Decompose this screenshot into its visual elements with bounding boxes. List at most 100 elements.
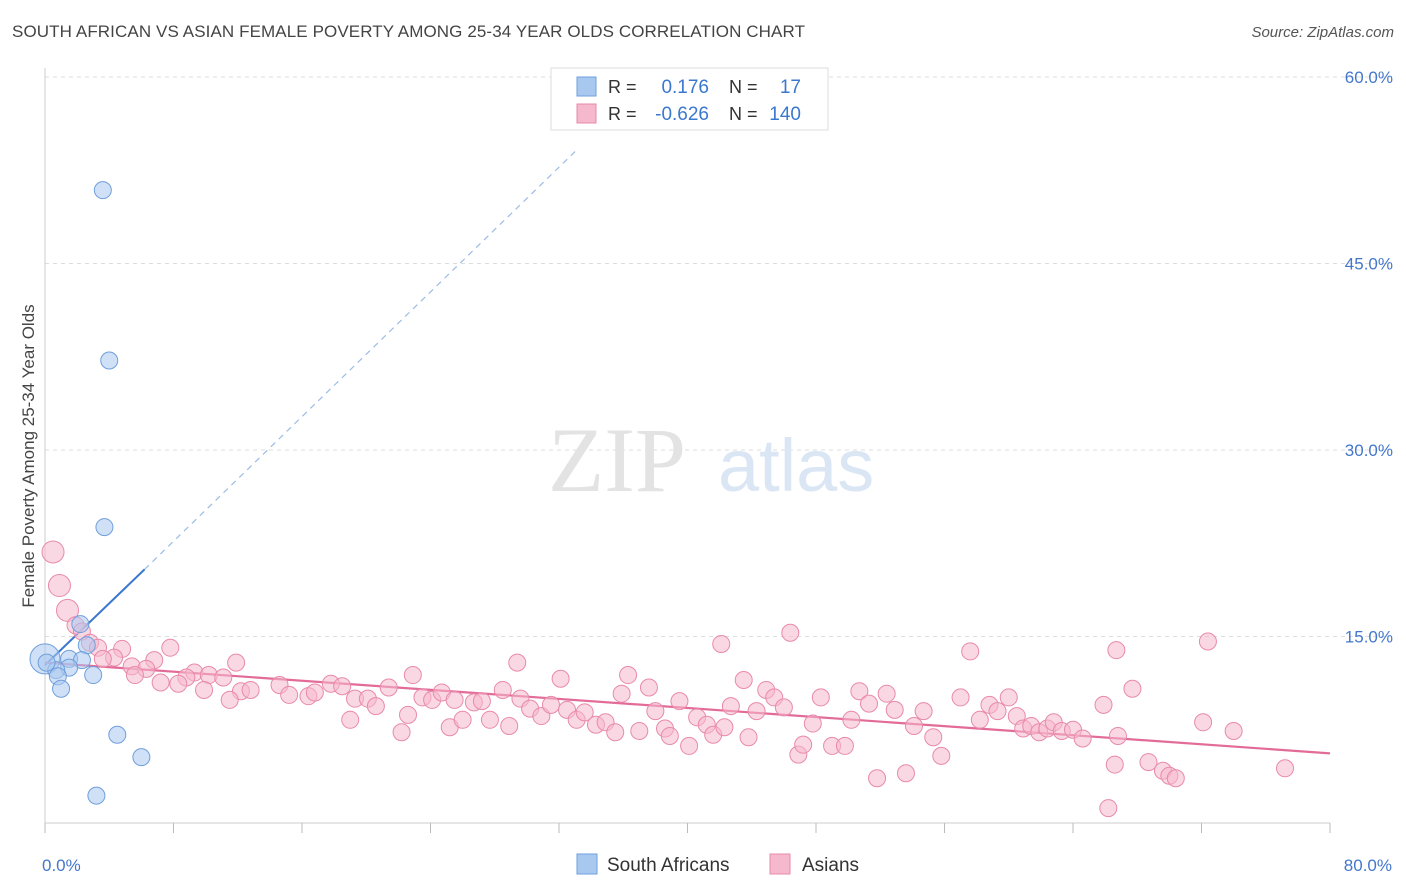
asian-point (125, 666, 144, 685)
asian-point (333, 677, 352, 696)
asian-point (508, 653, 527, 672)
asian-point (680, 736, 699, 755)
bottom-legend-label-asians: Asians (802, 855, 859, 876)
asian-point (500, 717, 519, 736)
legend-n-value-1: 140 (769, 104, 801, 125)
asian-point (169, 674, 188, 693)
y-tick-label-15: 15.0% (1345, 628, 1393, 647)
asian-point (970, 710, 989, 729)
asian-point (646, 702, 665, 721)
legend-n-label-1: N = (729, 104, 758, 124)
asian-point (1224, 721, 1243, 740)
south-african-point (71, 615, 90, 634)
asian-point (453, 710, 472, 729)
asian-point (932, 746, 951, 765)
asian-point (739, 728, 758, 747)
x-tick-label-max: 80.0% (1344, 856, 1392, 875)
asian-point (480, 710, 499, 729)
asian-point (392, 723, 411, 742)
south-african-point (37, 653, 56, 672)
legend-r-value-0: 0.176 (661, 77, 709, 98)
asian-point (670, 692, 689, 711)
watermark-zip: ZIP (548, 409, 686, 511)
asian-point (399, 705, 418, 724)
y-tick-label-45: 45.0% (1345, 255, 1393, 274)
asian-point (341, 710, 360, 729)
asian-point (1108, 726, 1127, 745)
asian-point (403, 666, 422, 685)
asian-point (366, 697, 385, 716)
bottom-legend: South Africans Asians (576, 853, 859, 876)
bottom-legend-swatch-asians (769, 853, 791, 875)
asian-point (1123, 679, 1142, 698)
asian-point (1099, 799, 1118, 818)
asian-point (619, 666, 638, 685)
bottom-legend-label-south-africans: South Africans (607, 855, 730, 876)
asian-point (1166, 769, 1185, 788)
chart-source: Source: ZipAtlas.com (1251, 24, 1394, 41)
asian-point (1139, 753, 1158, 772)
y-tick-label-30: 30.0% (1345, 441, 1393, 460)
asian-point (885, 700, 904, 719)
legend-r-value-1: -0.626 (655, 104, 709, 125)
asian-point (575, 703, 594, 722)
south-african-point (87, 786, 106, 805)
asian-point (606, 723, 625, 742)
south-african-points (29, 181, 151, 805)
asian-point (1194, 713, 1213, 732)
asian-point (860, 694, 879, 713)
legend-r-label-0: R = (608, 77, 637, 97)
asian-point (305, 683, 324, 702)
asian-point (1094, 695, 1113, 714)
asian-points (41, 540, 1295, 818)
asian-point (1105, 755, 1124, 774)
south-african-trend-line (44, 568, 146, 666)
asian-point (220, 690, 239, 709)
asian-point (835, 736, 854, 755)
watermark-atlas: atlas (718, 424, 874, 507)
south-african-point (108, 725, 127, 744)
asian-point (227, 653, 246, 672)
asian-point (734, 671, 753, 690)
asian-point (541, 695, 560, 714)
asian-point (712, 634, 731, 653)
asian-point (811, 688, 830, 707)
legend-n-value-0: 17 (780, 77, 801, 98)
asian-point (868, 769, 887, 788)
asian-point (241, 680, 260, 699)
asian-point (161, 638, 180, 657)
legend: R = 0.176 N = 17 R = -0.626 N = 140 (550, 67, 829, 131)
south-african-point (84, 666, 103, 685)
south-african-point (52, 679, 71, 698)
bottom-legend-swatch-south-africans (576, 853, 598, 875)
asian-point (93, 649, 112, 668)
asian-point (379, 678, 398, 697)
asian-point (47, 574, 71, 598)
legend-frame (550, 67, 829, 131)
asian-point (961, 642, 980, 661)
asian-point (721, 697, 740, 716)
x-ticks (44, 823, 1331, 833)
asian-point (1107, 641, 1126, 660)
south-african-point (132, 748, 151, 767)
asian-point (896, 764, 915, 783)
legend-r-label-1: R = (608, 104, 637, 124)
asian-point (280, 685, 299, 704)
asian-point (794, 735, 813, 754)
asian-point (988, 702, 1007, 721)
grid-lines (45, 76, 1390, 637)
asian-point (472, 692, 491, 711)
asian-point (1198, 632, 1217, 651)
asian-point (630, 721, 649, 740)
asian-point (951, 688, 970, 707)
asian-point (715, 718, 734, 737)
south-african-point (95, 518, 114, 537)
asian-point (612, 684, 631, 703)
south-african-point (93, 181, 112, 200)
y-tick-labels: 15.0% 30.0% 45.0% 60.0% (1345, 68, 1393, 647)
asian-point (151, 673, 170, 692)
asian-point (850, 682, 869, 701)
asian-point (803, 714, 822, 733)
chart-title: SOUTH AFRICAN VS ASIAN FEMALE POVERTY AM… (12, 22, 806, 41)
